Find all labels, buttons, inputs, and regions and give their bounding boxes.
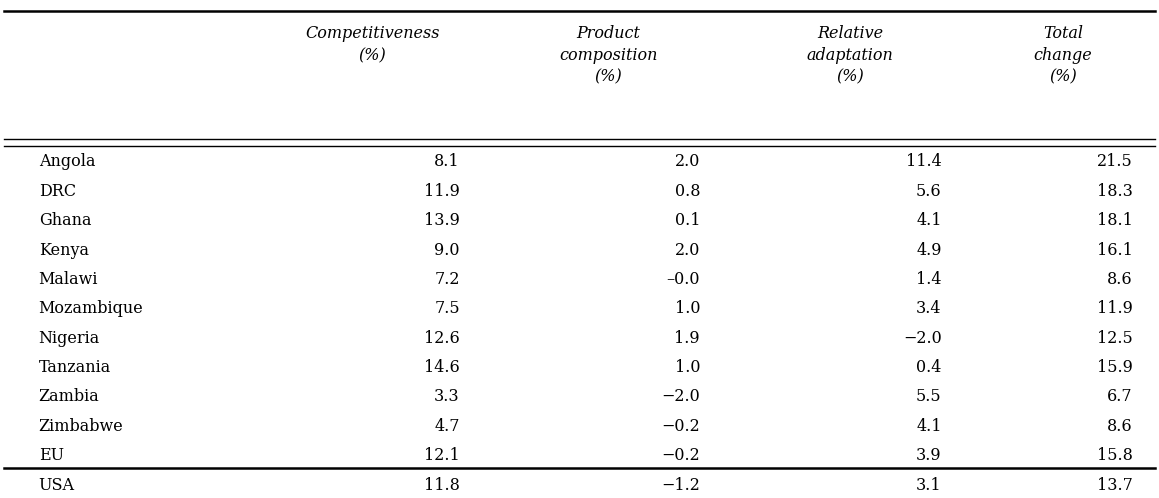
Text: 1.0: 1.0 xyxy=(675,300,700,317)
Text: 18.3: 18.3 xyxy=(1096,183,1132,200)
Text: 0.1: 0.1 xyxy=(675,212,700,229)
Text: 2.0: 2.0 xyxy=(675,242,700,258)
Text: 11.9: 11.9 xyxy=(424,183,460,200)
Text: 15.9: 15.9 xyxy=(1096,359,1132,376)
Text: 11.4: 11.4 xyxy=(906,153,942,170)
Text: 12.6: 12.6 xyxy=(424,330,460,347)
Text: Zimbabwe: Zimbabwe xyxy=(38,418,124,435)
Text: 4.1: 4.1 xyxy=(917,212,942,229)
Text: 4.9: 4.9 xyxy=(917,242,942,258)
Text: 3.3: 3.3 xyxy=(435,388,460,405)
Text: Competitiveness
(%): Competitiveness (%) xyxy=(305,25,439,64)
Text: 8.1: 8.1 xyxy=(435,153,460,170)
Text: −2.0: −2.0 xyxy=(903,330,942,347)
Text: DRC: DRC xyxy=(38,183,75,200)
Text: Tanzania: Tanzania xyxy=(38,359,111,376)
Text: 6.7: 6.7 xyxy=(1107,388,1132,405)
Text: Kenya: Kenya xyxy=(38,242,89,258)
Text: 5.5: 5.5 xyxy=(916,388,942,405)
Text: 3.9: 3.9 xyxy=(916,447,942,464)
Text: 4.1: 4.1 xyxy=(917,418,942,435)
Text: Total
change
(%): Total change (%) xyxy=(1034,25,1092,86)
Text: −0.2: −0.2 xyxy=(662,447,700,464)
Text: −2.0: −2.0 xyxy=(662,388,700,405)
Text: 11.9: 11.9 xyxy=(1096,300,1132,317)
Text: 5.6: 5.6 xyxy=(916,183,942,200)
Text: –0.0: –0.0 xyxy=(666,271,700,288)
Text: 9.0: 9.0 xyxy=(435,242,460,258)
Text: 2.0: 2.0 xyxy=(675,153,700,170)
Text: Zambia: Zambia xyxy=(38,388,100,405)
Text: 8.6: 8.6 xyxy=(1107,418,1132,435)
Text: Relative
adaptation
(%): Relative adaptation (%) xyxy=(807,25,894,86)
Text: 12.5: 12.5 xyxy=(1096,330,1132,347)
Text: 1.9: 1.9 xyxy=(675,330,700,347)
Text: EU: EU xyxy=(38,447,64,464)
Text: Mozambique: Mozambique xyxy=(38,300,144,317)
Text: 13.7: 13.7 xyxy=(1096,477,1132,494)
Text: 3.4: 3.4 xyxy=(917,300,942,317)
Text: 21.5: 21.5 xyxy=(1096,153,1132,170)
Text: 4.7: 4.7 xyxy=(435,418,460,435)
Text: 16.1: 16.1 xyxy=(1096,242,1132,258)
Text: 0.4: 0.4 xyxy=(917,359,942,376)
Text: 1.4: 1.4 xyxy=(917,271,942,288)
Text: 15.8: 15.8 xyxy=(1096,447,1132,464)
Text: 1.0: 1.0 xyxy=(675,359,700,376)
Text: Ghana: Ghana xyxy=(38,212,92,229)
Text: 7.5: 7.5 xyxy=(435,300,460,317)
Text: 14.6: 14.6 xyxy=(424,359,460,376)
Text: Angola: Angola xyxy=(38,153,95,170)
Text: 12.1: 12.1 xyxy=(424,447,460,464)
Text: 0.8: 0.8 xyxy=(675,183,700,200)
Text: 8.6: 8.6 xyxy=(1107,271,1132,288)
Text: −1.2: −1.2 xyxy=(662,477,700,494)
Text: −0.2: −0.2 xyxy=(662,418,700,435)
Text: 3.1: 3.1 xyxy=(916,477,942,494)
Text: 18.1: 18.1 xyxy=(1096,212,1132,229)
Text: 7.2: 7.2 xyxy=(435,271,460,288)
Text: USA: USA xyxy=(38,477,74,494)
Text: 11.8: 11.8 xyxy=(424,477,460,494)
Text: Nigeria: Nigeria xyxy=(38,330,100,347)
Text: Product
composition
(%): Product composition (%) xyxy=(559,25,657,86)
Text: 13.9: 13.9 xyxy=(424,212,460,229)
Text: Malawi: Malawi xyxy=(38,271,99,288)
